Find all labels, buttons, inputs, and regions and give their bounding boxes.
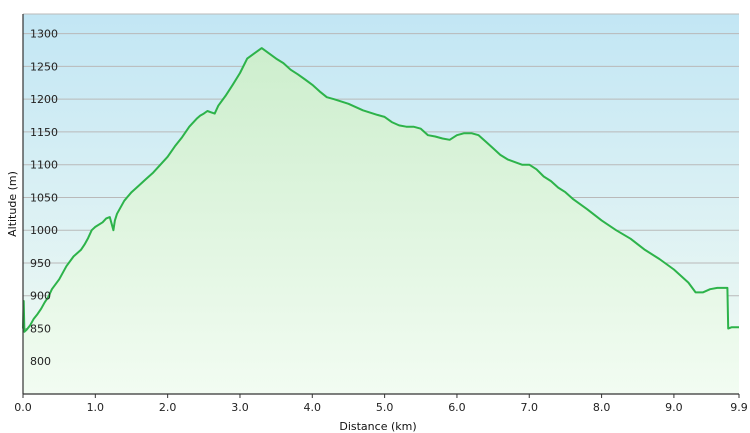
y-tick-label: 1050 [30,191,58,204]
x-axis-label: Distance (km) [339,420,416,433]
y-tick-label: 800 [30,355,51,368]
x-tick-label: 6.0 [448,401,466,414]
y-tick-label: 1100 [30,159,58,172]
x-tick-label: 8.0 [593,401,611,414]
x-tick-label: 1.0 [87,401,105,414]
x-tick-label: 3.0 [231,401,249,414]
x-tick-label: 9.0 [665,401,683,414]
y-tick-label: 1250 [30,60,58,73]
x-tick-label: 4.0 [304,401,322,414]
y-axis-label: Altitude (m) [6,171,19,237]
y-tick-label: 1150 [30,126,58,139]
altitude-area [23,48,739,394]
altitude-line [22,47,739,333]
y-tick-labels: 800 850 900 950 1000 1050 1100 1150 1200 1250 1300 [30,28,58,369]
x-tick-label: 7.0 [521,401,539,414]
x-tick-label: 0.0 [14,401,32,414]
x-tick-labels: 0.0 1.0 2.0 3.0 4.0 5.0 6.0 7.0 8.0 9.0 9.9 [14,394,748,414]
x-tick-label: 9.9 [730,401,748,414]
x-tick-label: 2.0 [159,401,177,414]
y-tick-label: 850 [30,322,51,335]
y-tick-label: 900 [30,290,51,303]
x-tick-label: 5.0 [376,401,394,414]
y-tick-label: 1000 [30,224,58,237]
y-tick-label: 1300 [30,28,58,41]
y-tick-label: 1200 [30,93,58,106]
y-tick-label: 950 [30,257,51,270]
